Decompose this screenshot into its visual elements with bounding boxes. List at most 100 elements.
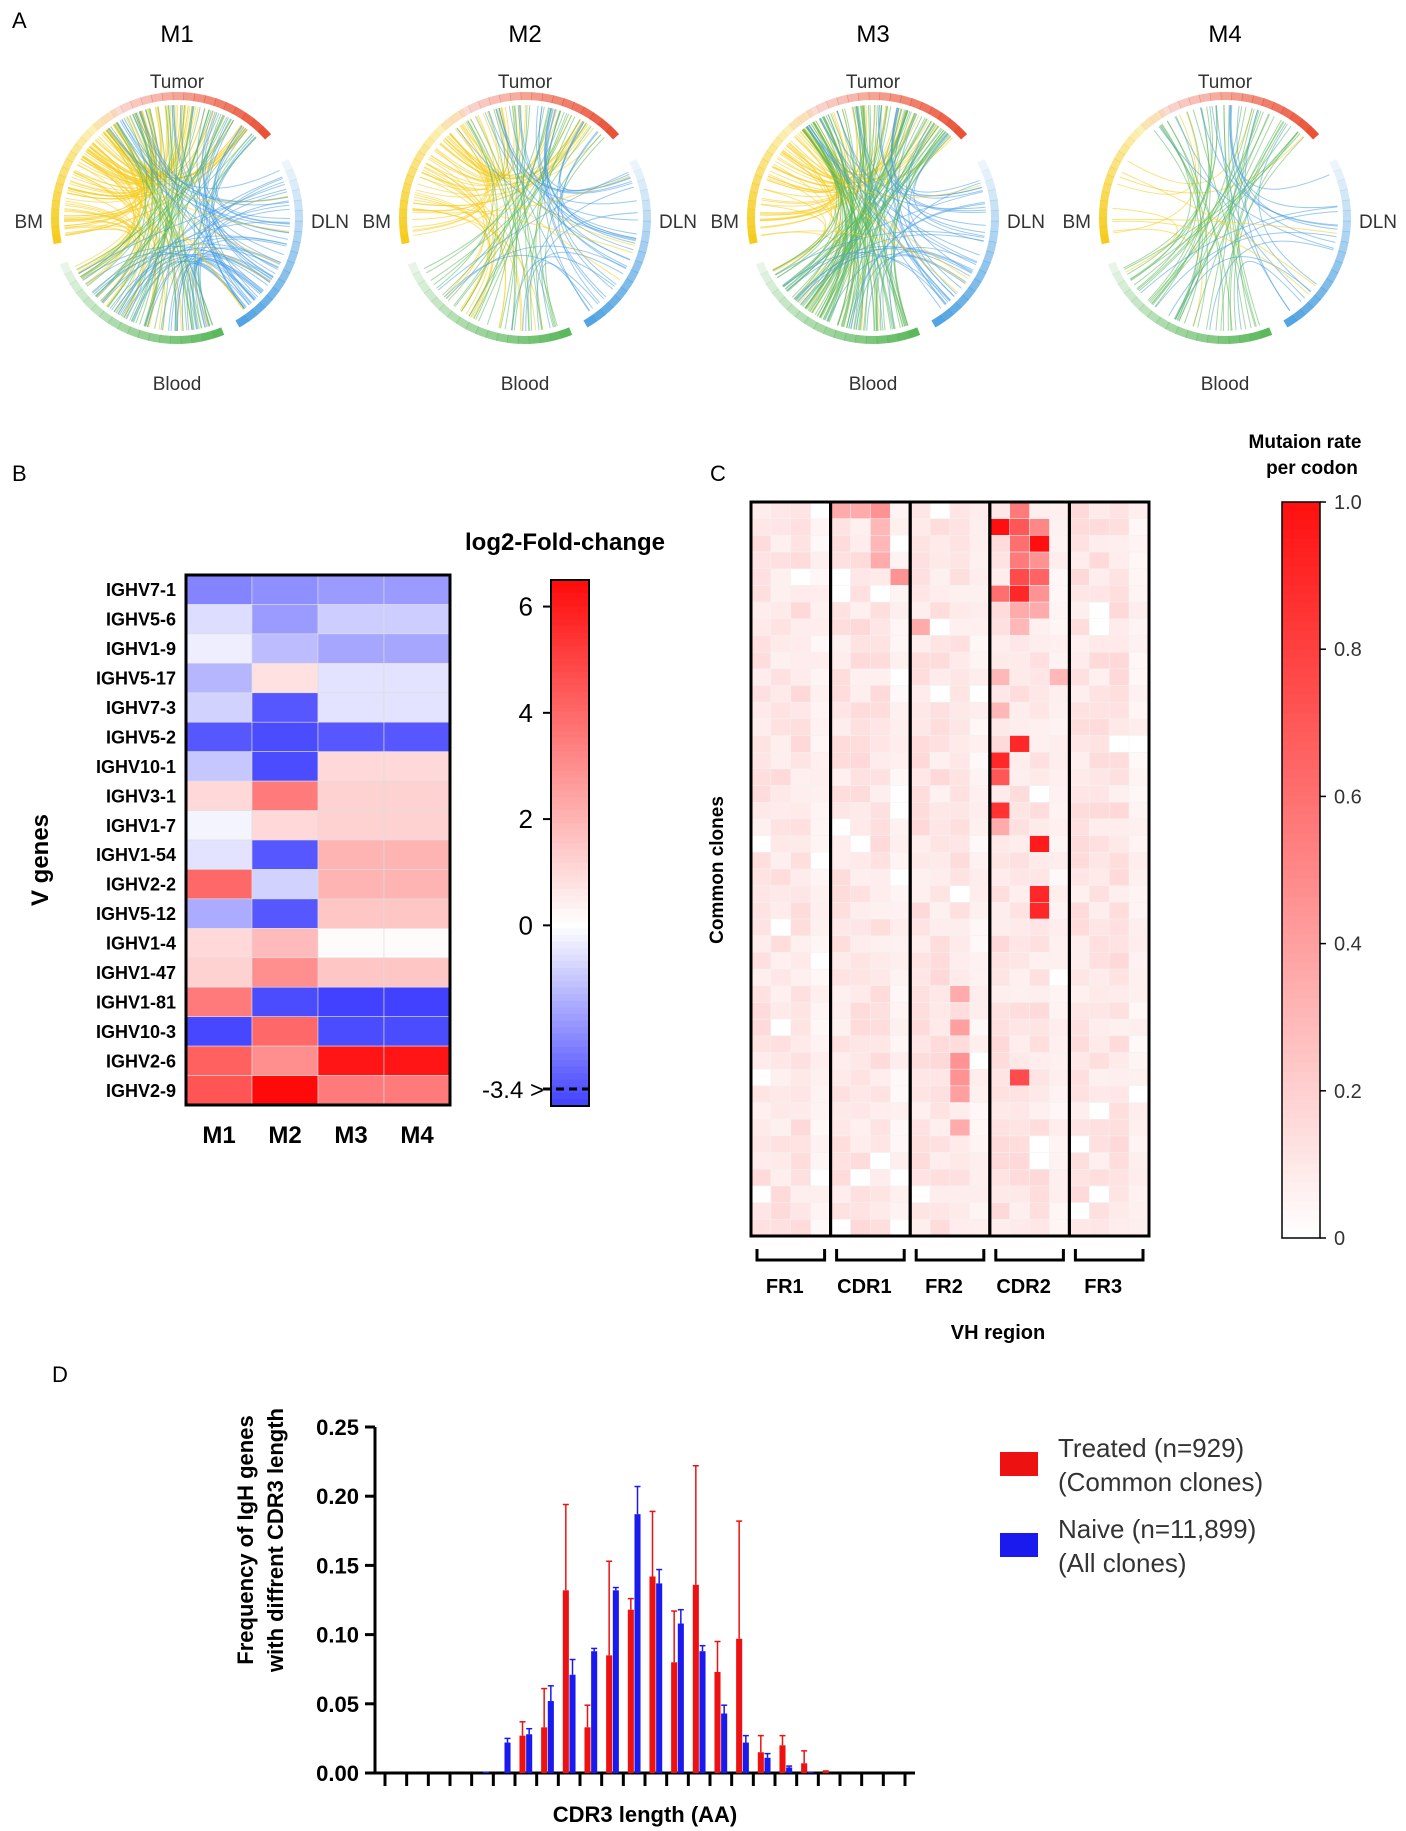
chord-link bbox=[517, 105, 628, 267]
vgene-cell bbox=[185, 663, 253, 694]
mutation-cell bbox=[1029, 535, 1050, 553]
chord-link bbox=[850, 203, 986, 329]
chord-sector-segment bbox=[757, 158, 770, 171]
mutation-cell bbox=[929, 918, 951, 936]
mutation-cell bbox=[830, 1185, 851, 1203]
mutation-cell bbox=[1108, 985, 1130, 1003]
mutation-cell bbox=[790, 518, 811, 536]
vgene-colorbar-segment bbox=[551, 882, 589, 890]
vgene-colorbar-segment bbox=[551, 665, 589, 673]
mutation-cell bbox=[929, 785, 951, 803]
mutation-cell bbox=[770, 701, 792, 720]
mutation-cell bbox=[929, 751, 951, 770]
mutation-cell bbox=[830, 1018, 851, 1037]
chord-link bbox=[68, 126, 245, 198]
mutation-cell bbox=[1069, 1102, 1090, 1120]
mutation-cell bbox=[1108, 1068, 1130, 1087]
mutation-cell bbox=[890, 935, 911, 953]
mutation-colorbar-segment bbox=[1282, 879, 1320, 889]
mutation-cell bbox=[890, 651, 911, 670]
chord-sector-segment bbox=[446, 310, 461, 324]
chord-sector-blood bbox=[59, 261, 225, 344]
mutation-cell bbox=[1089, 985, 1110, 1003]
chord-link bbox=[95, 139, 289, 203]
vgene-cell bbox=[383, 692, 451, 723]
chord-sector-segment bbox=[836, 94, 850, 106]
vgene-colorbar-segment bbox=[551, 895, 589, 903]
mutation-cell bbox=[870, 1219, 891, 1237]
mutation-cell bbox=[909, 618, 931, 636]
mutation-cell bbox=[1089, 935, 1110, 953]
chord-sector-segment bbox=[106, 108, 119, 121]
chord-sector-segment bbox=[52, 191, 62, 202]
chord-sector-segment bbox=[58, 166, 70, 178]
mutation-cell bbox=[1069, 785, 1090, 803]
mutation-cell bbox=[1029, 1002, 1050, 1020]
mutation-cell bbox=[850, 802, 871, 820]
mutation-cell bbox=[989, 551, 1010, 569]
chord-link bbox=[775, 230, 985, 276]
vgene-colorbar-segment bbox=[551, 921, 589, 930]
mutation-cell bbox=[790, 585, 811, 603]
mutation-cell bbox=[770, 1018, 792, 1037]
mutation-cell bbox=[1049, 802, 1070, 820]
mutation-cell bbox=[750, 868, 772, 886]
cdr3-bar bbox=[677, 1623, 684, 1773]
mutation-cell bbox=[1069, 1169, 1090, 1187]
mutation-cell bbox=[810, 1118, 831, 1137]
mutation-cell bbox=[1049, 685, 1070, 703]
chord-link bbox=[428, 158, 495, 319]
cdr3-y-tick-label: 0.25 bbox=[316, 1415, 359, 1440]
mutation-cell bbox=[1069, 1219, 1090, 1237]
chord-sector-segment bbox=[614, 286, 628, 301]
mutation-cell bbox=[750, 935, 772, 953]
mutation-cell bbox=[989, 718, 1010, 736]
mutation-colorbar-segment bbox=[1282, 1035, 1320, 1046]
mutation-cell bbox=[770, 1052, 792, 1070]
mutation-cell bbox=[909, 1085, 931, 1103]
mutation-cell bbox=[1089, 868, 1110, 886]
chord-sector-segment bbox=[1231, 92, 1244, 102]
mutation-cell bbox=[870, 518, 891, 536]
chord-link bbox=[1159, 125, 1233, 331]
chord-link bbox=[1140, 206, 1338, 294]
mutation-cell bbox=[1049, 868, 1070, 886]
mutation-cell bbox=[1029, 768, 1050, 786]
chord-sector-segment bbox=[761, 150, 774, 163]
mutation-cell bbox=[949, 1219, 971, 1237]
chord-link bbox=[445, 245, 627, 299]
chord-sector-segment bbox=[243, 308, 258, 322]
chord-sector-segment bbox=[1326, 269, 1339, 283]
mutation-cell bbox=[870, 685, 891, 703]
chord-sector-segment bbox=[591, 308, 606, 322]
mutation-cell bbox=[810, 902, 831, 920]
vgene-cell bbox=[251, 1075, 319, 1106]
vgene-colorbar-segment bbox=[551, 803, 589, 811]
mutation-cell bbox=[770, 635, 792, 653]
mutation-cell bbox=[1128, 835, 1150, 853]
mutation-cell bbox=[750, 1169, 772, 1187]
mutation-cell bbox=[750, 601, 772, 620]
vgene-colorbar-segment bbox=[551, 764, 589, 772]
mutation-cell bbox=[1049, 751, 1070, 770]
chord-sector-segment bbox=[447, 113, 460, 126]
mutation-cell bbox=[1108, 1219, 1130, 1237]
mutation-cell bbox=[750, 835, 772, 853]
mutation-colorbar-segment bbox=[1282, 750, 1320, 761]
mutation-cell bbox=[909, 651, 931, 670]
vgene-column-label: M3 bbox=[334, 1122, 367, 1149]
mutation-colorbar-segment bbox=[1282, 1008, 1320, 1018]
mutation-cell bbox=[989, 518, 1010, 536]
chord-link bbox=[1112, 207, 1178, 273]
vgene-row-label: IGHV1-9 bbox=[106, 639, 176, 659]
chord-link bbox=[892, 122, 935, 326]
mutation-colorbar-segment bbox=[1282, 1173, 1320, 1184]
chord-sector-segment bbox=[409, 158, 422, 171]
mutation-cell bbox=[969, 535, 991, 553]
chord-link bbox=[1147, 115, 1199, 301]
chord-link bbox=[73, 110, 215, 189]
chord-link bbox=[191, 257, 263, 330]
mutation-cell bbox=[989, 818, 1010, 836]
mutation-cell bbox=[1108, 1169, 1130, 1187]
